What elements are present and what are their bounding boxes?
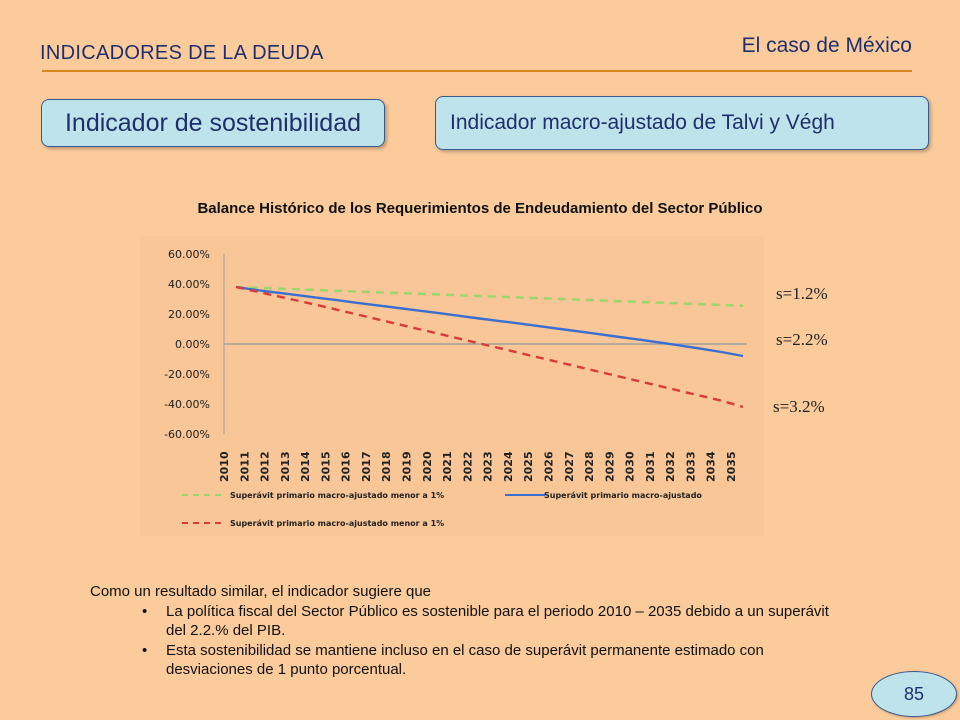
chart-panel: 60.00% 40.00% 20.00% 0.00% -20.00% -40.00% -60…	[140, 236, 764, 536]
bullet-dot: •	[142, 642, 148, 659]
x-tick-label: 2010	[218, 451, 231, 482]
x-tick-label: 2030	[624, 451, 637, 482]
x-tick-label: 2024	[502, 451, 515, 482]
x-tick-label: 2026	[542, 451, 555, 482]
y-tick-label: -60.00%	[164, 428, 210, 441]
talvi-vegh-indicator-label: Indicador macro-ajustado de Talvi y Végh	[450, 111, 835, 134]
x-tick-label: 2029	[603, 451, 616, 482]
bullet-text: La política fiscal del Sector Público es…	[166, 603, 829, 639]
s-label-top: s=1.2%	[776, 284, 828, 303]
y-tick-label: -20.00%	[164, 368, 210, 381]
line-chart: 60.00% 40.00% 20.00% 0.00% -20.00% -40.00% -60…	[164, 248, 747, 528]
conclusion-text: Como un resultado similar, el indicador …	[90, 582, 830, 679]
legend-label: Superávit primario macro-ajustado menor …	[230, 491, 444, 500]
series-line-2	[235, 285, 744, 409]
x-tick-label: 2027	[563, 451, 576, 482]
x-tick-label: 2022	[461, 451, 474, 482]
x-tick-label: 2013	[279, 451, 292, 482]
chart-title: Balance Histórico de los Requerimientos …	[197, 200, 763, 217]
case-title: El caso de México	[741, 34, 912, 57]
x-tick-label: 2035	[725, 451, 738, 482]
y-tick-label: 40.00%	[168, 278, 210, 291]
legend-label: Superávit primario macro-ajustado menor …	[230, 519, 444, 528]
bullet-dot: •	[142, 603, 148, 620]
conclusion-intro: Como un resultado similar, el indicador …	[90, 583, 432, 600]
x-tick-label: 2014	[299, 451, 312, 482]
legend-label: Superávit primario macro-ajustado	[544, 491, 702, 500]
x-tick-label: 2012	[259, 451, 272, 482]
bullet-text: Esta sostenibilidad se mantiene incluso …	[166, 642, 764, 678]
x-tick-label: 2015	[319, 451, 332, 482]
sustainability-indicator-pill: Indicador de sostenibilidad	[41, 99, 385, 147]
series-line-1	[235, 285, 744, 358]
x-tick-label: 2016	[340, 451, 353, 482]
x-tick-label: 2033	[684, 451, 697, 482]
s-label-mid: s=2.2%	[776, 330, 828, 349]
y-tick-label: 60.00%	[168, 248, 210, 261]
x-tick-label: 2031	[644, 451, 657, 482]
page-number: 85	[903, 683, 925, 704]
x-tick-label: 2032	[664, 451, 677, 482]
x-tick-label: 2034	[705, 451, 718, 482]
page-number-badge: 85	[871, 671, 957, 717]
y-tick-label: -40.00%	[164, 398, 210, 411]
x-tick-label: 2019	[401, 451, 414, 482]
x-tick-label: 2020	[421, 451, 434, 482]
y-tick-label: 20.00%	[168, 308, 210, 321]
x-tick-label: 2011	[238, 451, 251, 482]
series-line-0	[235, 285, 744, 307]
x-tick-label: 2021	[441, 451, 454, 482]
conclusion-bullets: • La política fiscal del Sector Público e…	[90, 602, 830, 679]
bullet-item: • Esta sostenibilidad se mantiene incluso…	[90, 641, 830, 679]
bullet-item: • La política fiscal del Sector Público e…	[90, 602, 830, 640]
x-tick-label: 2018	[380, 451, 393, 482]
s-label-bottom: s=3.2%	[773, 397, 825, 416]
x-tick-label: 2023	[482, 451, 495, 482]
y-tick-label: 0.00%	[175, 338, 210, 351]
x-tick-label: 2017	[360, 451, 373, 482]
header-divider	[42, 70, 912, 72]
section-title: INDICADORES DE LA DEUDA	[40, 42, 324, 64]
x-tick-label: 2025	[522, 451, 535, 482]
x-tick-label: 2028	[583, 451, 596, 482]
sustainability-indicator-label: Indicador de sostenibilidad	[64, 108, 362, 137]
talvi-vegh-indicator-pill: Indicador macro-ajustado de Talvi y Végh	[435, 96, 929, 150]
